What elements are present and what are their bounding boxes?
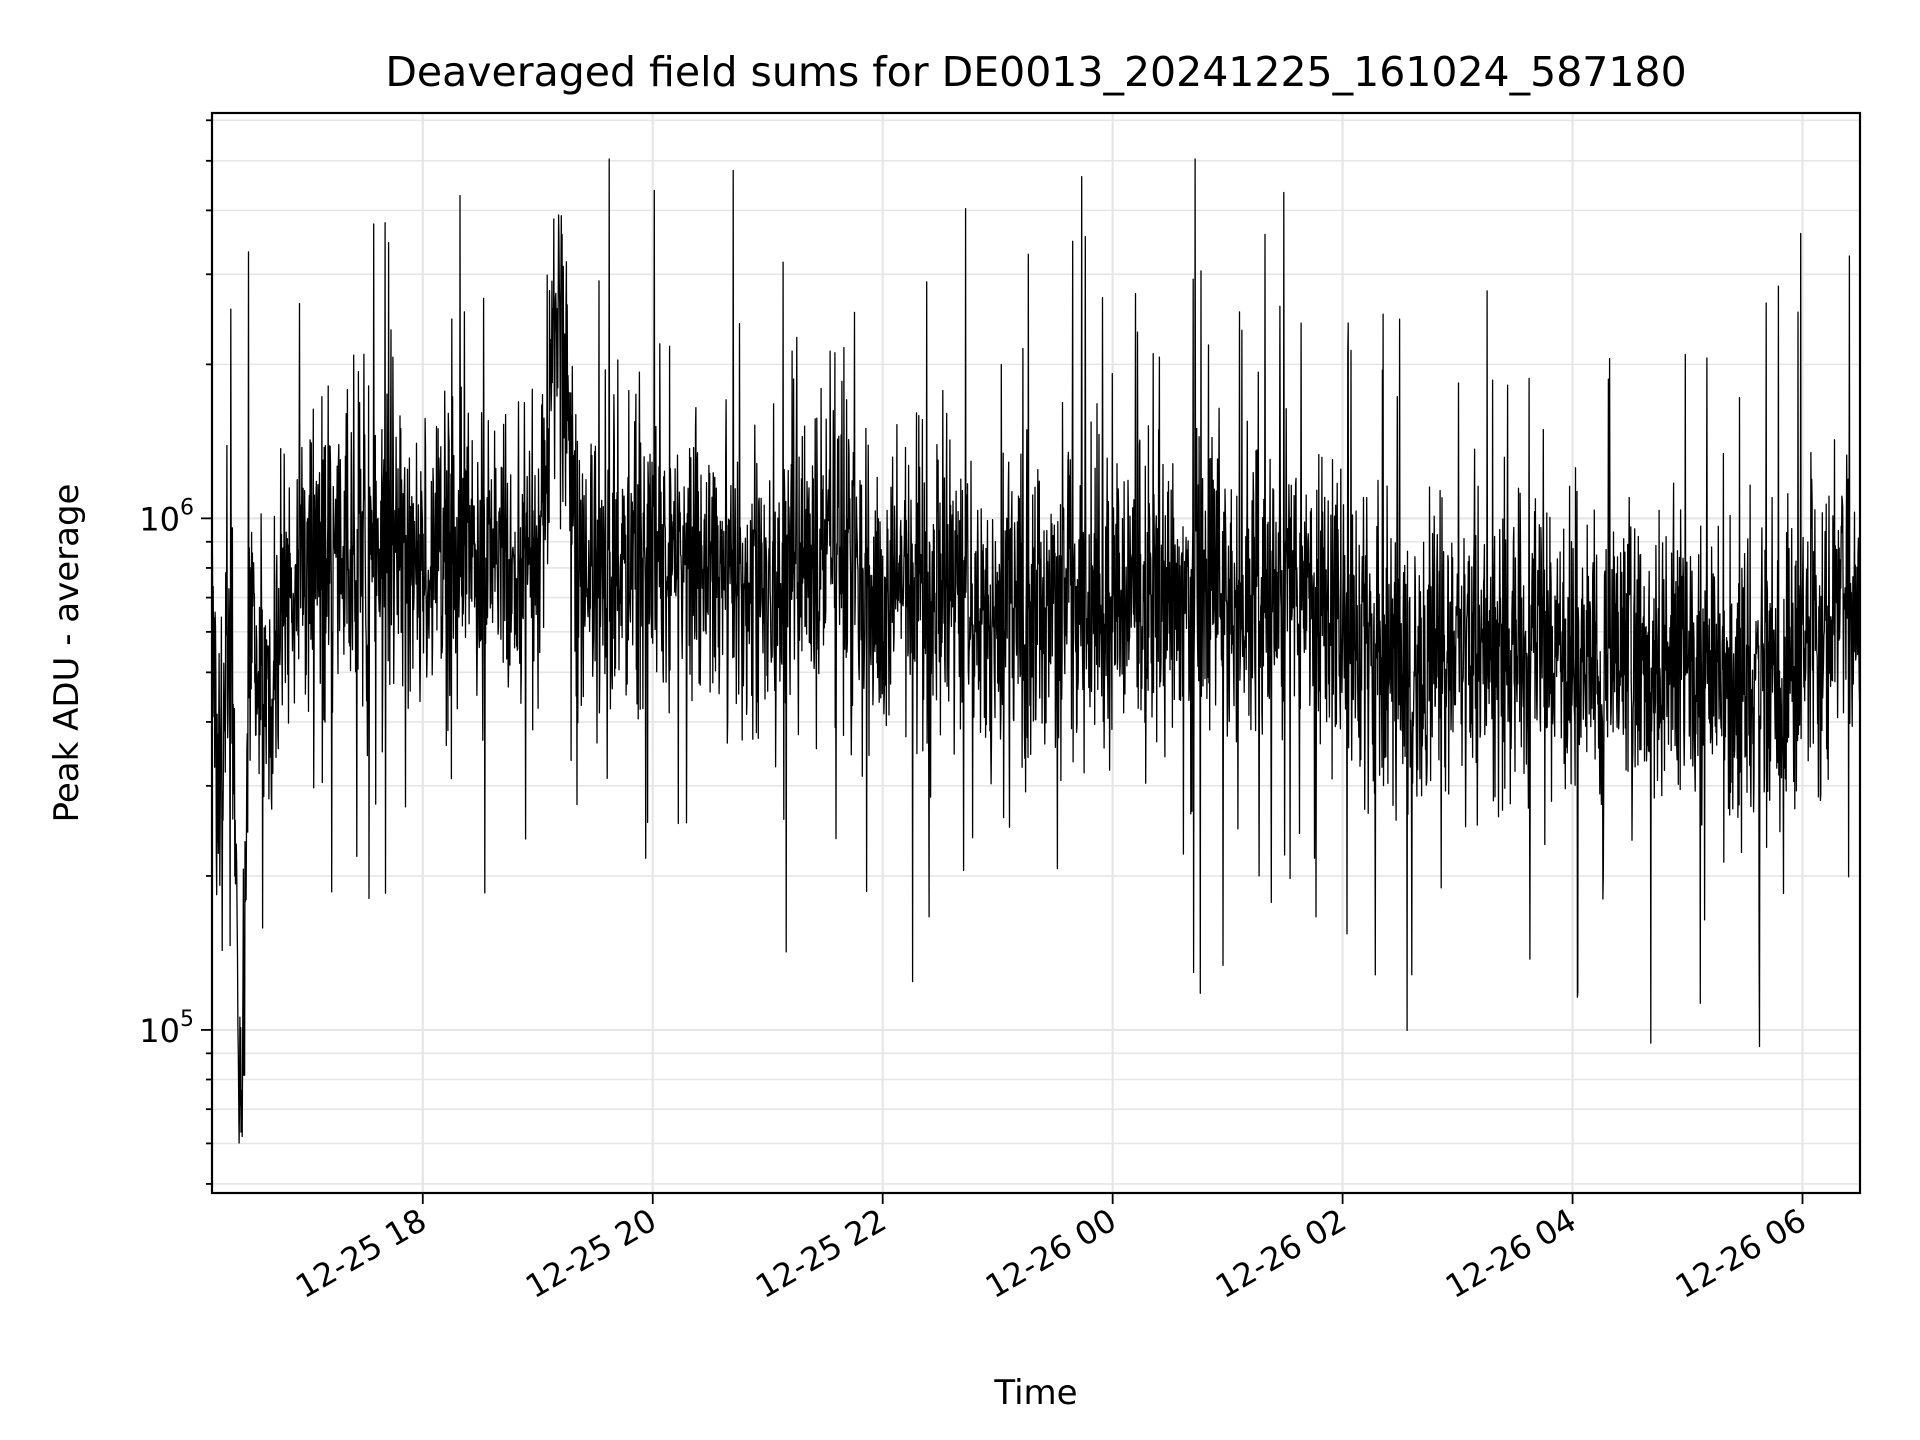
chart-title: Deaveraged field sums for DE0013_2024122… — [385, 48, 1686, 96]
plot-frame — [210, 111, 1862, 1195]
axis-ticks — [201, 119, 1804, 1204]
y-tick-label: 105 — [139, 1007, 194, 1050]
series-layer — [211, 158, 1861, 1144]
y-axis-label: Peak ADU - average — [47, 484, 87, 823]
major-grid — [212, 113, 1860, 1193]
series-line — [211, 158, 1861, 1144]
y-tick-labels: 105 106 — [139, 495, 194, 1050]
x-axis-label: Time — [993, 1373, 1077, 1413]
y-tick-label: 106 — [139, 495, 194, 538]
